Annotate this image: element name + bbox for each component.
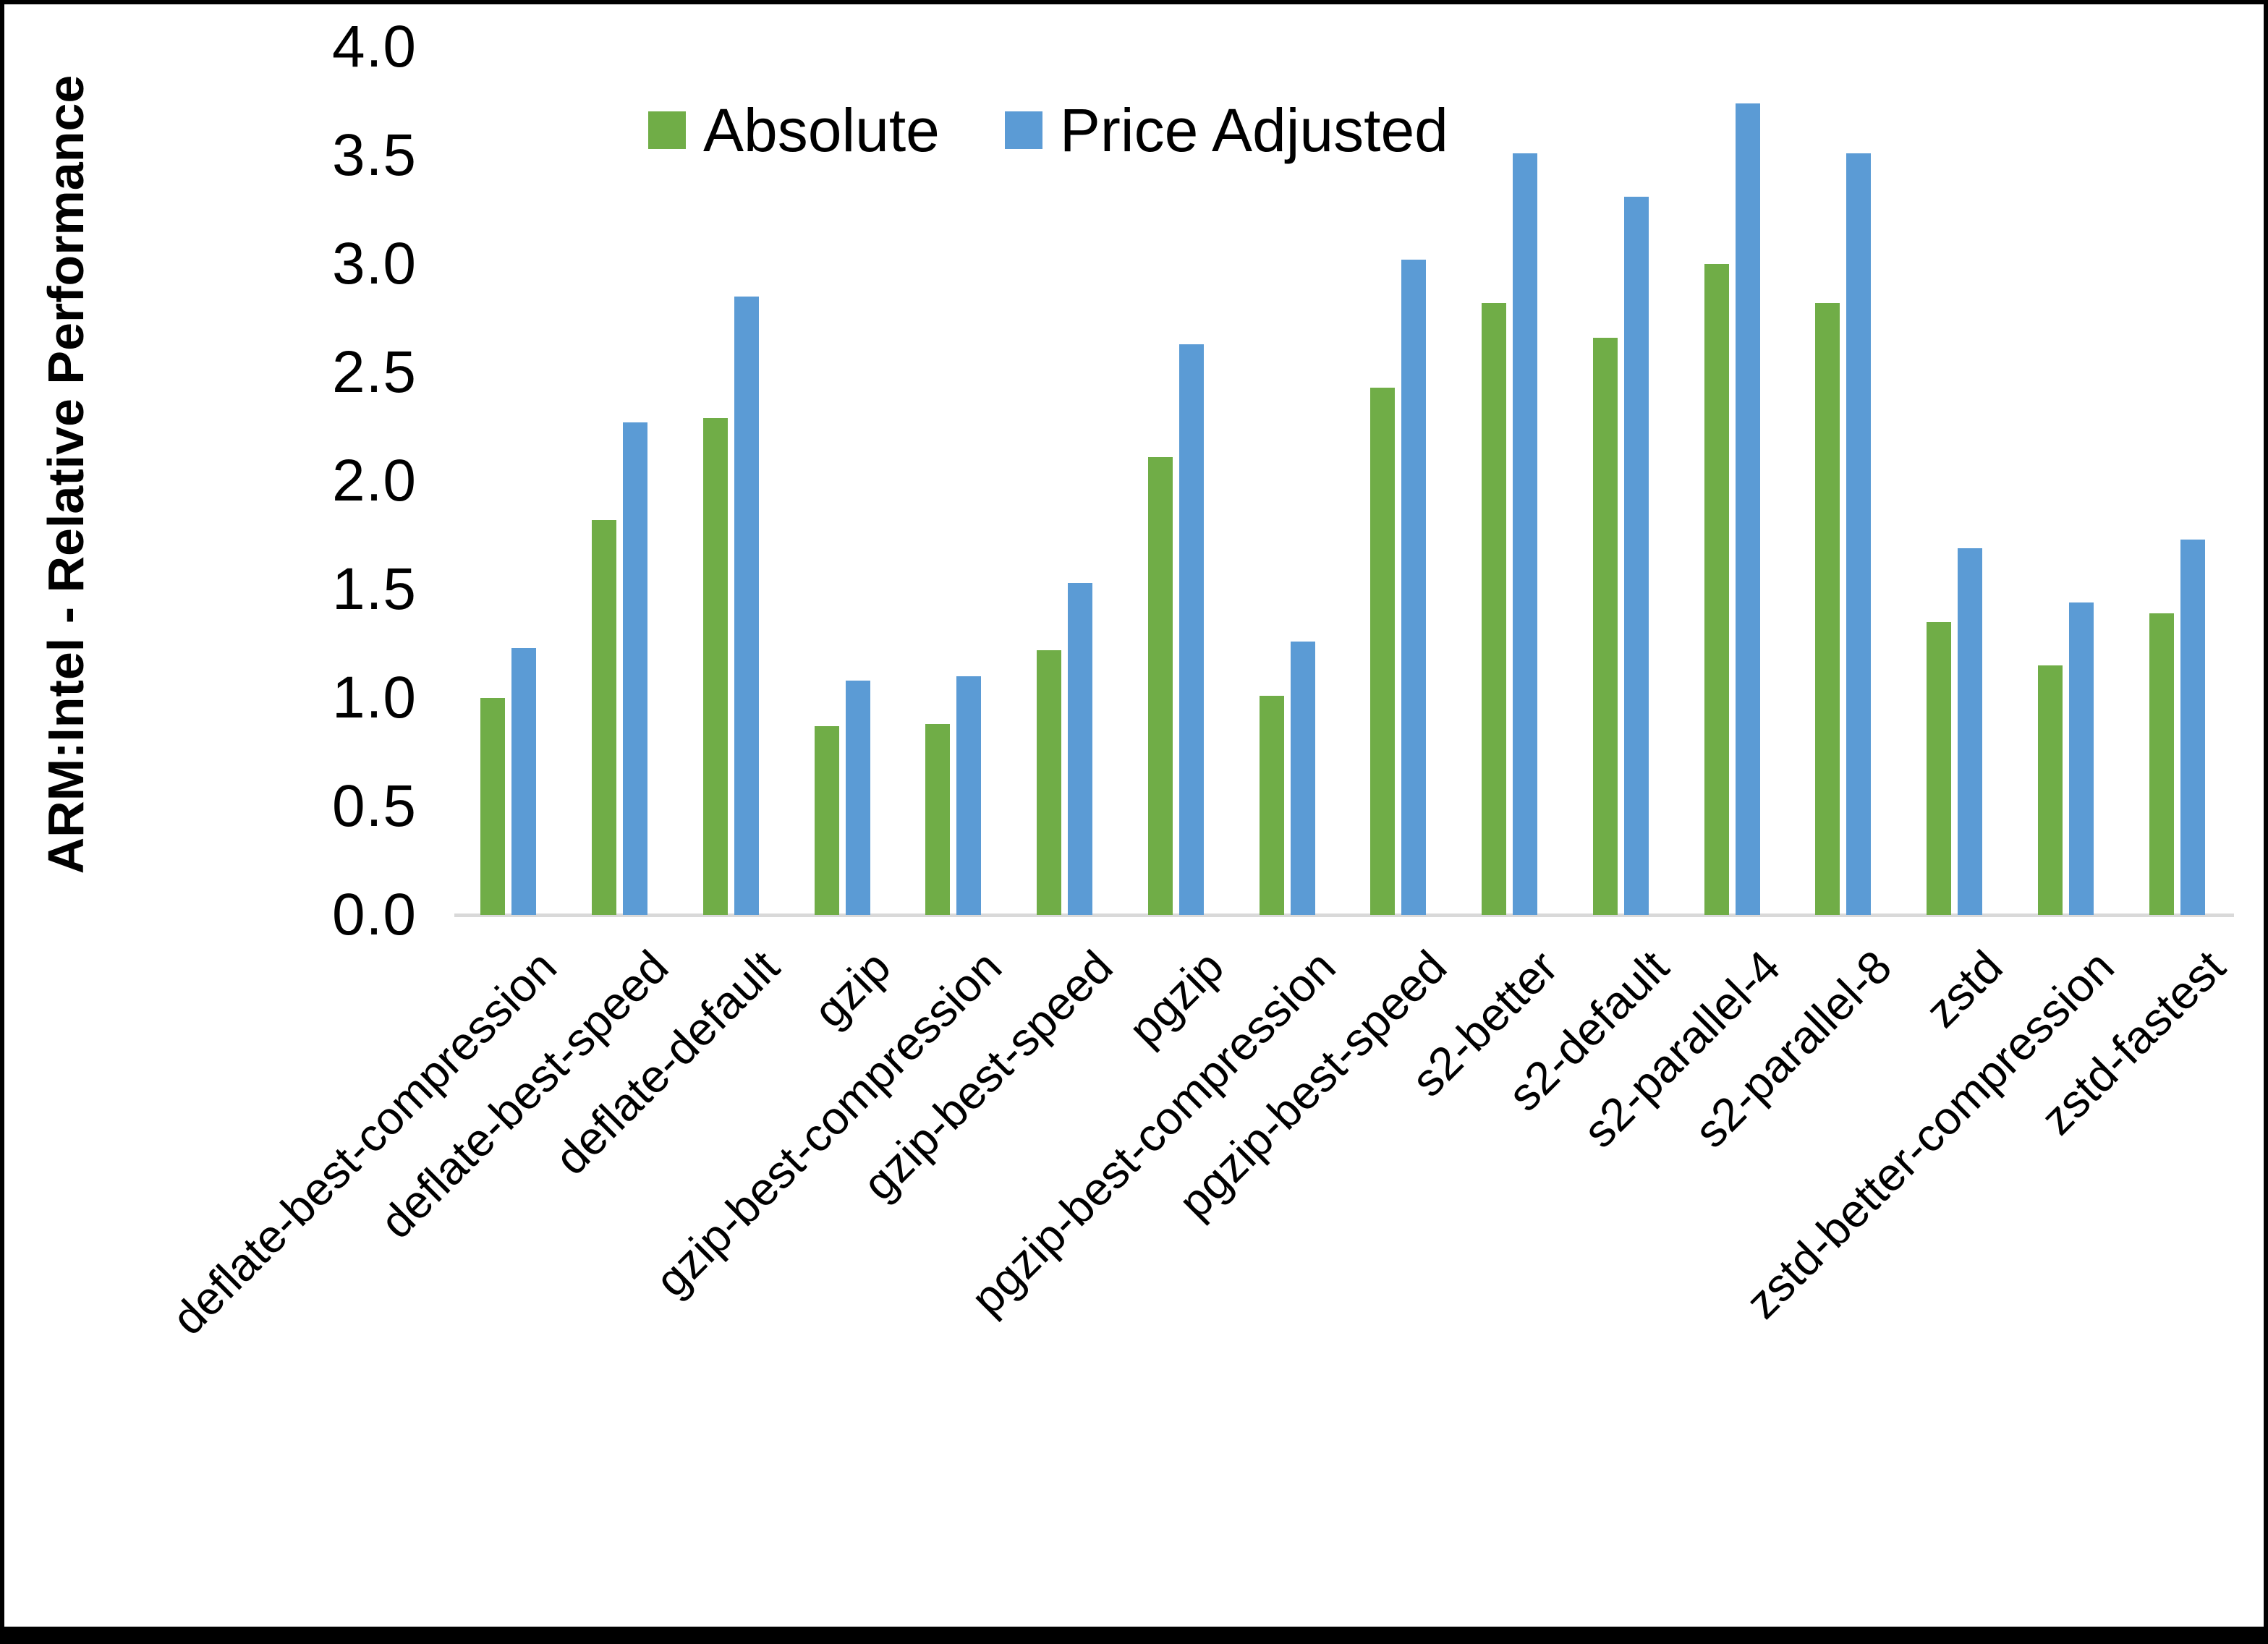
legend-label: Absolute bbox=[703, 96, 940, 164]
bar-price-adjusted-gzip-best-speed bbox=[1068, 583, 1093, 915]
bar-absolute-deflate-best-compression bbox=[480, 698, 506, 915]
bar-price-adjusted-pgzip bbox=[1178, 344, 1204, 915]
legend-item-absolute: Absolute bbox=[648, 100, 940, 161]
y-tick-label-3.5: 3.5 bbox=[332, 122, 417, 188]
y-tick-label-0.5: 0.5 bbox=[332, 773, 417, 839]
bar-absolute-deflate-best-speed bbox=[592, 520, 617, 915]
bar-price-adjusted-deflate-best-speed bbox=[623, 422, 648, 915]
bar-absolute-zstd-fastest bbox=[2149, 613, 2174, 915]
bar-absolute-s2-parallel-8 bbox=[1815, 303, 1840, 915]
bar-price-adjusted-gzip-best-compression bbox=[956, 676, 982, 915]
bar-absolute-gzip-best-compression bbox=[925, 724, 951, 915]
bar-absolute-zstd bbox=[1927, 622, 1952, 915]
bar-absolute-gzip bbox=[814, 726, 839, 915]
bar-absolute-s2-default bbox=[1592, 338, 1618, 915]
legend-label: Price Adjusted bbox=[1059, 96, 1448, 164]
bar-price-adjusted-gzip bbox=[845, 681, 870, 915]
bar-absolute-pgzip bbox=[1147, 457, 1173, 915]
y-tick-label-2.0: 2.0 bbox=[332, 448, 417, 514]
x-axis-line bbox=[454, 913, 2234, 917]
bar-price-adjusted-zstd-better-compression bbox=[2068, 602, 2094, 915]
bar-price-adjusted-pgzip-best-speed bbox=[1401, 260, 1427, 915]
legend: Absolute Price Adjusted bbox=[648, 100, 1448, 161]
bar-absolute-s2-better bbox=[1482, 303, 1507, 915]
legend-swatch-icon bbox=[1004, 111, 1042, 149]
bar-price-adjusted-deflate-best-compression bbox=[511, 648, 537, 915]
x-label-zstd: zstd bbox=[1915, 940, 2013, 1038]
y-tick-label-4.0: 4.0 bbox=[332, 14, 417, 80]
bar-absolute-s2-parallel-4 bbox=[1704, 264, 1729, 915]
bar-price-adjusted-s2-default bbox=[1623, 197, 1649, 915]
bar-absolute-zstd-better-compression bbox=[2037, 665, 2063, 915]
legend-swatch-icon bbox=[648, 111, 686, 149]
x-label-gzip: gzip bbox=[803, 940, 901, 1038]
y-tick-label-1.0: 1.0 bbox=[332, 665, 417, 731]
bar-price-adjusted-s2-better bbox=[1513, 153, 1538, 915]
bar-price-adjusted-zstd-fastest bbox=[2180, 540, 2205, 915]
bar-price-adjusted-deflate-default bbox=[734, 297, 759, 915]
y-axis-title: ARM:Intel - Relative Performance bbox=[38, 74, 94, 874]
bar-absolute-pgzip-best-speed bbox=[1370, 388, 1396, 915]
bar-absolute-gzip-best-speed bbox=[1037, 650, 1062, 915]
bar-absolute-pgzip-best-compression bbox=[1259, 696, 1284, 915]
y-tick-label-0.0: 0.0 bbox=[332, 882, 417, 947]
legend-item-price-adjusted: Price Adjusted bbox=[1004, 96, 1448, 164]
y-tick-label-1.5: 1.5 bbox=[332, 556, 417, 622]
plot-area: ARM:Intel - Relative Performance 0.0 0.5 1… bbox=[4, 4, 2264, 1627]
bar-price-adjusted-zstd bbox=[1958, 548, 1983, 915]
bar-price-adjusted-pgzip-best-compression bbox=[1290, 642, 1315, 915]
y-tick-label-3.0: 3.0 bbox=[332, 231, 417, 297]
bar-price-adjusted-s2-parallel-4 bbox=[1735, 103, 1760, 915]
bar-price-adjusted-s2-parallel-8 bbox=[1846, 153, 1872, 915]
y-tick-label-2.5: 2.5 bbox=[332, 339, 417, 405]
bar-absolute-deflate-default bbox=[702, 418, 728, 915]
